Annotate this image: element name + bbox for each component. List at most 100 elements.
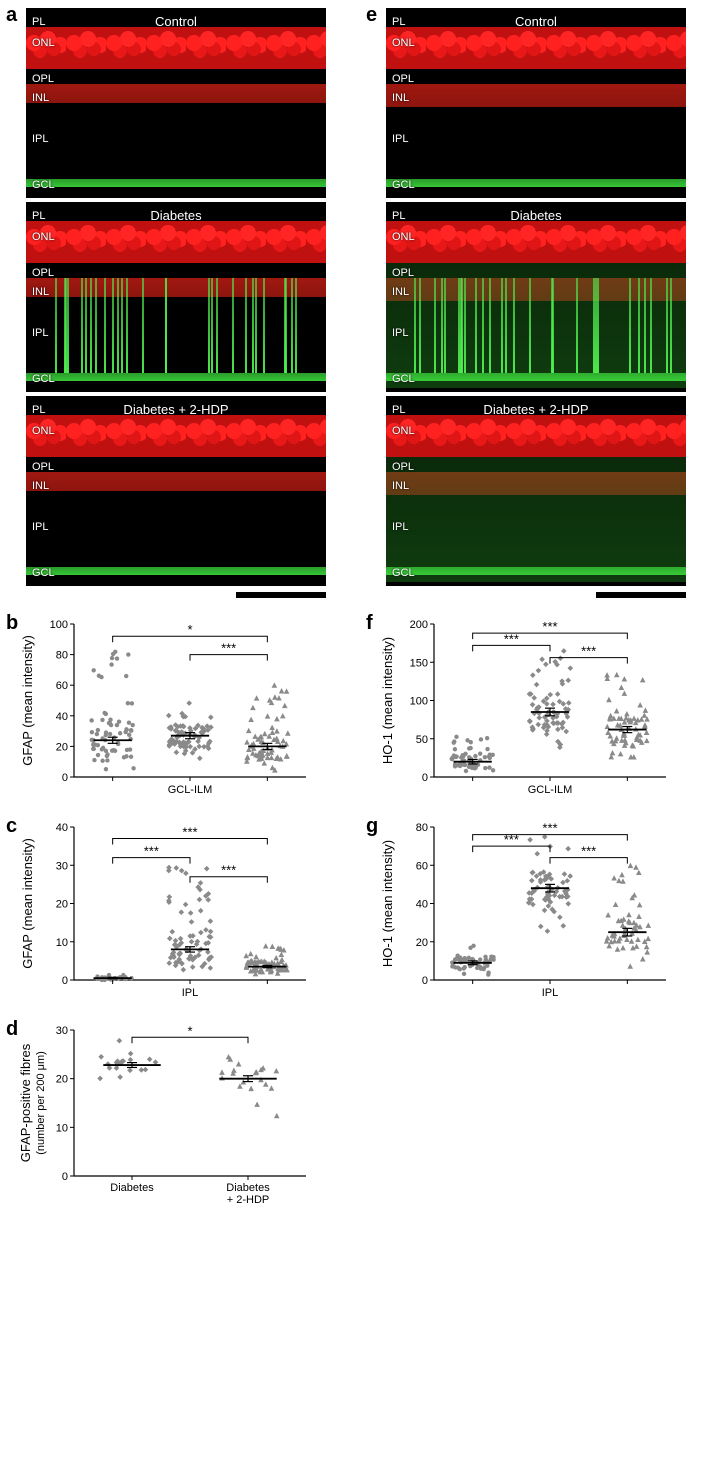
svg-text:20: 20 [56, 1074, 68, 1086]
svg-text:20: 20 [56, 899, 68, 911]
svg-text:150: 150 [410, 657, 428, 669]
micrograph-a-1: PL ONL OPL INL IPL GCL Diabetes [26, 202, 326, 392]
layer-label: INL [32, 92, 49, 104]
svg-text:100: 100 [50, 619, 68, 631]
panel-letter: c [4, 815, 19, 838]
chart-c: 010203040GFAP (mean intensity)IPL*******… [16, 819, 316, 1004]
micrograph-stack-e: PL ONL OPL INL IPL GCL Control PL ONL OPL INL IPL GC… [386, 8, 686, 598]
svg-text:0: 0 [422, 772, 428, 784]
svg-text:GFAP-positive fibres: GFAP-positive fibres [18, 1043, 33, 1162]
layer-label: OPL [32, 73, 54, 85]
svg-text:10: 10 [56, 937, 68, 949]
svg-text:***: *** [144, 844, 159, 859]
panel-d: d0102030GFAP-positive fibres(number per … [8, 1022, 340, 1212]
layer-label: ONL [32, 425, 55, 437]
layer-label: IPL [32, 327, 49, 339]
micrograph-e-0: PLONLOPLINLIPLGCLControl [386, 8, 686, 198]
svg-text:30: 30 [56, 1025, 68, 1037]
condition-label: Diabetes [510, 208, 561, 223]
layer-label: GCL [392, 567, 415, 579]
svg-text:100: 100 [410, 696, 428, 708]
layer-label: ONL [392, 37, 415, 49]
condition-label: Control [515, 14, 557, 29]
svg-text:80: 80 [56, 650, 68, 662]
svg-text:***: *** [542, 619, 557, 634]
panel-a: aPLONLOPLINLIPLGCLControlPLONLOPLINLIPLG… [8, 8, 340, 598]
layer-label: ONL [32, 37, 55, 49]
layer-label: INL [392, 480, 409, 492]
svg-text:60: 60 [416, 860, 428, 872]
layer-label: GCL [32, 567, 55, 579]
layer-label: INL [32, 286, 49, 298]
layer-label: PL [392, 210, 405, 222]
svg-text:(number per 200 μm): (number per 200 μm) [35, 1051, 47, 1155]
chart-g: 020406080HO-1 (mean intensity)IPL*******… [376, 819, 676, 1004]
layer-label: PL [392, 404, 405, 416]
svg-text:0: 0 [62, 772, 68, 784]
panel-letter: f [364, 612, 375, 635]
svg-text:GFAP (mean intensity): GFAP (mean intensity) [20, 838, 35, 969]
layer-label: INL [32, 480, 49, 492]
svg-text:***: *** [221, 863, 236, 878]
layer-label: ONL [32, 231, 55, 243]
svg-text:***: *** [581, 644, 596, 659]
panel-letter: d [4, 1018, 20, 1041]
svg-text:***: *** [581, 844, 596, 859]
layer-label: OPL [32, 461, 54, 473]
svg-text:*: * [187, 622, 192, 637]
scale-bar [236, 592, 326, 598]
chart-d: 0102030GFAP-positive fibres(number per 2… [16, 1022, 316, 1212]
svg-text:+ 2-HDP: + 2-HDP [227, 1194, 270, 1206]
svg-text:IPL: IPL [182, 987, 199, 999]
layer-label: OPL [392, 461, 414, 473]
svg-text:GCL-ILM: GCL-ILM [168, 784, 213, 796]
svg-text:*: * [187, 1023, 192, 1038]
svg-text:***: *** [221, 641, 236, 656]
layer-label: PL [32, 210, 45, 222]
condition-label: Diabetes + 2-HDP [483, 402, 588, 417]
layer-label: OPL [32, 267, 54, 279]
micrograph-stack-a: PL ONL OPL INL IPL GCL Control PL ONL OPL INL IPL GC… [26, 8, 326, 598]
layer-label: IPL [32, 133, 49, 145]
layer-label: GCL [32, 179, 55, 191]
layer-label: PL [32, 16, 45, 28]
svg-text:HO-1 (mean intensity): HO-1 (mean intensity) [380, 637, 395, 764]
layer-label: IPL [392, 133, 409, 145]
scale-bar [596, 592, 686, 598]
condition-label: Diabetes + 2-HDP [123, 402, 228, 417]
layer-label: INL [392, 286, 409, 298]
layer-label: IPL [392, 327, 409, 339]
svg-text:40: 40 [56, 822, 68, 834]
condition-label: Diabetes [150, 208, 201, 223]
layer-label: OPL [392, 73, 414, 85]
condition-label: Control [155, 14, 197, 29]
micrograph-e-2: PL ONL OPL INL IPL GCL Diabetes + 2-HDP [386, 396, 686, 586]
panel-c: c010203040GFAP (mean intensity)IPL******… [8, 819, 340, 1004]
layer-label: GCL [392, 179, 415, 191]
svg-text:80: 80 [416, 822, 428, 834]
panel-e: ePLONLOPLINLIPLGCLControlPLONLOPLINLIPLG… [368, 8, 700, 598]
svg-text:***: *** [182, 824, 197, 839]
layer-label: GCL [32, 373, 55, 385]
panel-letter: a [4, 4, 19, 27]
layer-label: IPL [392, 521, 409, 533]
chart-f: 050100150200HO-1 (mean intensity)GCL-ILM… [376, 616, 676, 801]
svg-text:20: 20 [416, 937, 428, 949]
svg-text:GFAP (mean intensity): GFAP (mean intensity) [20, 635, 35, 766]
panel-letter: e [364, 4, 379, 27]
micrograph-a-2: PLONLOPLINLIPLGCLDiabetes + 2-HDP [26, 396, 326, 586]
svg-text:Diabetes: Diabetes [110, 1182, 154, 1194]
svg-text:50: 50 [416, 734, 428, 746]
micrograph-e-1: PLONLOPLINLIPLGCLDiabetes [386, 202, 686, 392]
svg-text:40: 40 [56, 711, 68, 723]
panel-b: b020406080100GFAP (mean intensity)GCL-IL… [8, 616, 340, 801]
layer-label: ONL [392, 231, 415, 243]
layer-label: INL [392, 92, 409, 104]
layer-label: IPL [32, 521, 49, 533]
svg-text:Diabetes: Diabetes [226, 1182, 270, 1194]
layer-label: OPL [392, 267, 414, 279]
panel-g: g020406080HO-1 (mean intensity)IPL******… [368, 819, 700, 1004]
svg-text:***: *** [542, 821, 557, 836]
svg-text:HO-1 (mean intensity): HO-1 (mean intensity) [380, 840, 395, 967]
layer-label: ONL [392, 425, 415, 437]
